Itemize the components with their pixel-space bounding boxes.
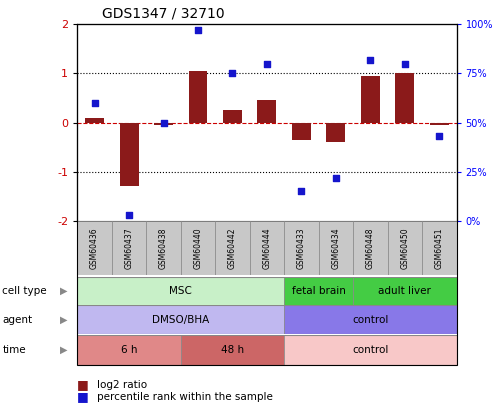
Text: GSM60433: GSM60433 <box>297 227 306 269</box>
Text: GSM60444: GSM60444 <box>262 227 271 269</box>
Text: GSM60437: GSM60437 <box>125 227 134 269</box>
Bar <box>250 221 284 275</box>
Text: cell type: cell type <box>2 286 47 296</box>
Text: GSM60451: GSM60451 <box>435 227 444 269</box>
Text: percentile rank within the sample: percentile rank within the sample <box>97 392 273 402</box>
Bar <box>353 277 457 306</box>
Text: GSM60434: GSM60434 <box>331 227 340 269</box>
Point <box>194 27 202 34</box>
Bar <box>181 335 284 364</box>
Text: MSC: MSC <box>169 286 192 296</box>
Point <box>332 174 340 181</box>
Text: GSM60450: GSM60450 <box>400 227 409 269</box>
Text: GSM60442: GSM60442 <box>228 227 237 269</box>
Bar <box>388 221 422 275</box>
Text: control: control <box>352 315 389 324</box>
Text: GSM60440: GSM60440 <box>194 227 203 269</box>
Bar <box>284 277 353 306</box>
Bar <box>353 221 388 275</box>
Point <box>297 188 305 194</box>
Text: GSM60436: GSM60436 <box>90 227 99 269</box>
Bar <box>215 221 250 275</box>
Bar <box>319 221 353 275</box>
Text: log2 ratio: log2 ratio <box>97 380 147 390</box>
Point <box>366 56 374 63</box>
Text: ■: ■ <box>77 378 89 391</box>
Bar <box>292 122 311 140</box>
Bar <box>77 335 181 364</box>
Point <box>435 133 443 139</box>
Bar <box>181 221 215 275</box>
Text: control: control <box>352 345 389 355</box>
Bar <box>120 122 139 186</box>
Text: ▶: ▶ <box>60 286 68 296</box>
Bar <box>284 305 457 334</box>
Text: agent: agent <box>2 315 32 324</box>
Text: 6 h: 6 h <box>121 345 137 355</box>
Bar <box>326 122 345 142</box>
Bar <box>189 71 208 122</box>
Bar <box>223 110 242 122</box>
Text: GSM60438: GSM60438 <box>159 227 168 269</box>
Point <box>125 211 133 218</box>
Bar <box>146 221 181 275</box>
Bar <box>257 100 276 122</box>
Text: adult liver: adult liver <box>378 286 431 296</box>
Text: DMSO/BHA: DMSO/BHA <box>152 315 210 324</box>
Point <box>401 60 409 67</box>
Bar <box>77 277 284 306</box>
Bar <box>154 122 173 125</box>
Point <box>229 70 237 77</box>
Bar <box>77 305 284 334</box>
Bar <box>112 221 146 275</box>
Text: fetal brain: fetal brain <box>292 286 346 296</box>
Bar <box>85 117 104 122</box>
Bar <box>284 335 457 364</box>
Point <box>263 60 271 67</box>
Bar <box>361 76 380 122</box>
Text: GDS1347 / 32710: GDS1347 / 32710 <box>102 6 225 20</box>
Text: ▶: ▶ <box>60 315 68 324</box>
Bar <box>395 73 414 122</box>
Bar <box>284 221 319 275</box>
Text: GSM60448: GSM60448 <box>366 227 375 269</box>
Text: ■: ■ <box>77 390 89 403</box>
Text: time: time <box>2 345 26 355</box>
Bar <box>77 221 112 275</box>
Point <box>91 100 99 106</box>
Text: ▶: ▶ <box>60 345 68 355</box>
Text: 48 h: 48 h <box>221 345 244 355</box>
Bar <box>422 221 457 275</box>
Point <box>160 119 168 126</box>
Bar <box>430 122 449 125</box>
